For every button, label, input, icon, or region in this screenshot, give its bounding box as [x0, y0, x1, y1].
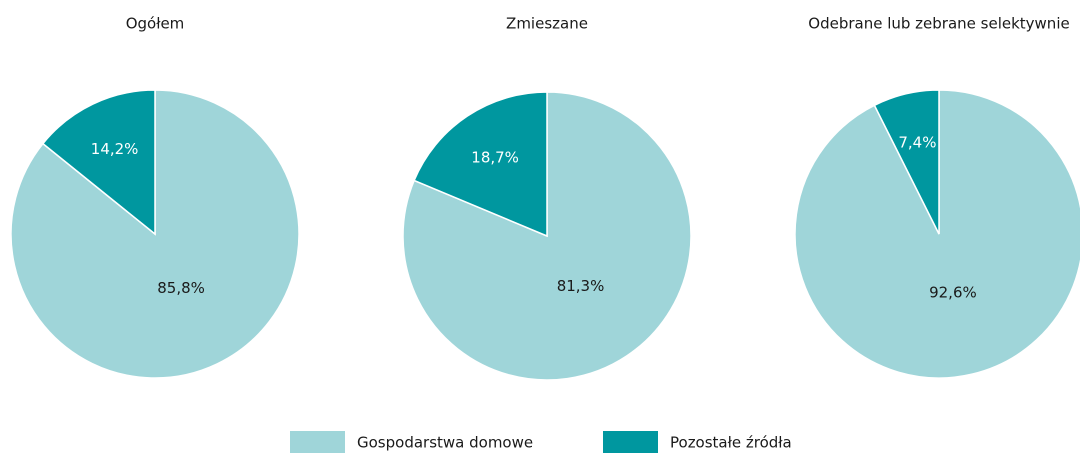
slice-label: 81,3%	[557, 277, 605, 295]
pie-slice	[413, 91, 548, 238]
legend-swatch	[603, 431, 658, 453]
slice-label: 7,4%	[898, 133, 936, 151]
slice-label: 14,2%	[91, 140, 139, 158]
pie-slice	[10, 89, 300, 379]
pie-title: Zmieszane	[506, 15, 588, 33]
pie-slice	[873, 89, 940, 235]
pie-title: Odebrane lub zebrane selektywnie	[808, 15, 1069, 33]
slice-label: 92,6%	[929, 283, 977, 301]
slice-label: 85,8%	[157, 279, 205, 297]
legend-label: Pozostałe źródła	[670, 434, 792, 452]
slice-label: 18,7%	[471, 149, 519, 167]
legend-label: Gospodarstwa domowe	[357, 434, 533, 452]
legend-swatch	[290, 431, 345, 453]
pie-title: Ogółem	[126, 15, 185, 33]
pie-slice	[41, 89, 156, 236]
pie-slice	[794, 89, 1080, 379]
